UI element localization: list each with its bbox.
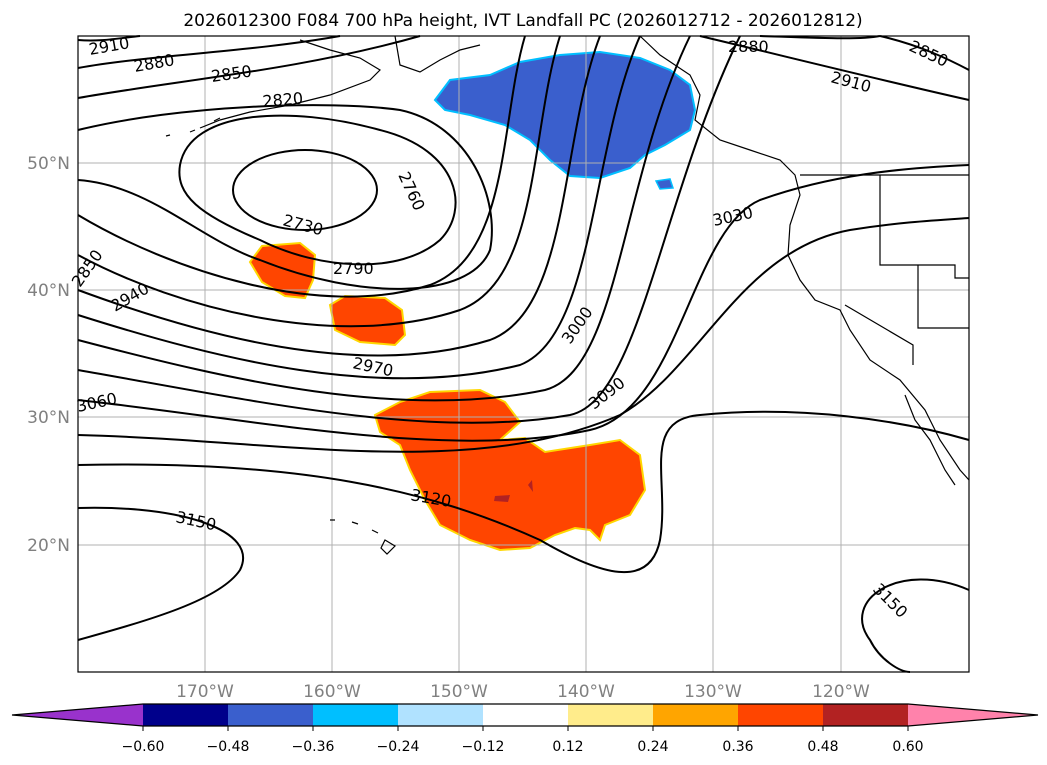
figure-title: 2026012300 F084 700 hPa height, IVT Land… xyxy=(183,11,862,31)
lat-tick: 40°N xyxy=(27,281,70,301)
colorbar-segment xyxy=(483,704,568,726)
colorbar-tick-label: 0.24 xyxy=(637,739,668,755)
lon-tick: 150°W xyxy=(430,682,488,702)
colorbar-segment xyxy=(653,704,738,726)
lon-tick: 160°W xyxy=(303,682,361,702)
colorbar: −0.60 −0.48 −0.36 −0.24 −0.12 0.12 0.24 0.36 0.4… xyxy=(11,703,1039,755)
colorbar-segment xyxy=(823,704,908,726)
colorbar-tick-label: −0.36 xyxy=(292,739,335,755)
colorbar-tick-label: −0.48 xyxy=(207,739,250,755)
colorbar-tick-label: 0.12 xyxy=(552,739,583,755)
lat-tick: 50°N xyxy=(27,154,70,174)
colorbar-extend-low xyxy=(12,704,143,726)
contour-label: 2790 xyxy=(333,259,374,278)
colorbar-tick-label: 0.60 xyxy=(892,739,923,755)
colorbar-segment xyxy=(738,704,823,726)
lon-tick: 140°W xyxy=(557,682,615,702)
lat-tick-labels: 50°N 40°N 30°N 20°N xyxy=(27,154,70,556)
positive-pc-region xyxy=(248,241,317,300)
negative-pc-region xyxy=(433,50,697,180)
contour-label: 2820 xyxy=(262,89,304,111)
colorbar-segment xyxy=(143,704,228,726)
lon-tick: 130°W xyxy=(684,682,742,702)
contour-label: 2880 xyxy=(728,37,769,56)
map-frame xyxy=(77,35,970,673)
colorbar-segment xyxy=(228,704,313,726)
lat-tick: 30°N xyxy=(27,408,70,428)
positive-pc-region xyxy=(373,388,647,552)
lon-tick: 170°W xyxy=(176,682,234,702)
lon-tick: 120°W xyxy=(812,682,870,702)
colorbar-segment xyxy=(398,704,483,726)
lon-tick-labels: 170°W 160°W 150°W 140°W 130°W 120°W xyxy=(176,682,870,702)
colorbar-extend-high xyxy=(908,704,1038,726)
lat-tick: 20°N xyxy=(27,536,70,556)
height-contours xyxy=(77,35,970,673)
map-area: 2910 2880 2850 2820 2760 2730 2790 2850 … xyxy=(68,33,970,673)
colorbar-segment xyxy=(313,704,398,726)
colorbar-segment xyxy=(568,704,653,726)
negative-pc-region-small xyxy=(654,178,675,190)
colorbar-tick-label: 0.36 xyxy=(722,739,753,755)
colorbar-tick-label: 0.48 xyxy=(807,739,838,755)
colorbar-tick-label: −0.60 xyxy=(122,739,165,755)
colorbar-tick-label: −0.12 xyxy=(462,739,505,755)
colorbar-tick-label: −0.24 xyxy=(377,739,420,755)
